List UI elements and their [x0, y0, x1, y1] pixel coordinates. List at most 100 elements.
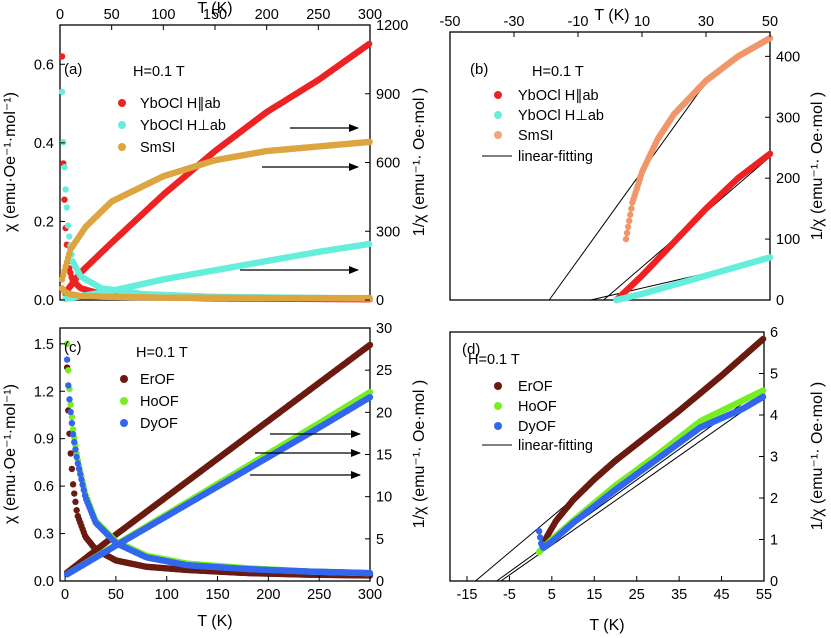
x-tick-label: 200 — [256, 587, 280, 603]
legend-marker — [494, 382, 502, 390]
x-tick-label: 100 — [155, 587, 179, 603]
data-point — [75, 465, 83, 472]
field-label: H=0.1 T — [468, 352, 520, 368]
data-point — [535, 528, 543, 535]
y-tick-label: 20 — [376, 405, 392, 421]
data-point — [759, 335, 767, 343]
data-series — [63, 341, 374, 579]
panel-b: -50 -30 -10 10 30 50 0 100 200 300 400 (b) H=0.1 T… — [440, 7, 826, 309]
data-point — [62, 186, 69, 193]
data-point — [79, 481, 86, 488]
data-point — [72, 498, 79, 506]
data-point — [67, 408, 74, 416]
data-series — [63, 356, 374, 578]
y-tick-label: 0.0 — [34, 574, 54, 590]
y-tick-label: 300 — [776, 110, 800, 126]
legend-marker — [120, 375, 128, 383]
y-tick-label: 0.6 — [34, 57, 54, 73]
data-point — [624, 223, 632, 231]
x-tick-label: 10 — [634, 14, 650, 30]
x-axis-label-bottom: T (K) — [589, 617, 624, 634]
legend-label: linear-fitting — [518, 149, 593, 165]
panel-a: 0 50 100 150 200 250 300 0.0 0.2 0.4 0.6 0 300 600 900… — [2, 0, 428, 309]
plot-frame — [449, 331, 765, 582]
data-series — [613, 254, 774, 304]
y-tick-label: 300 — [376, 224, 400, 240]
series-layer — [63, 340, 374, 579]
x-tick-label: 200 — [255, 7, 279, 23]
x-axis-label-top: T (K) — [594, 7, 629, 24]
legend-label: YbOCl H∥ab — [140, 96, 221, 112]
y-axis-label-right: 1/χ (emu⁻¹· Oe·mol ) — [411, 88, 428, 236]
y-tick-label: 0 — [770, 574, 778, 590]
plot-frame — [449, 31, 771, 301]
x-axis-label-top: T (K) — [197, 0, 232, 17]
data-point — [67, 450, 74, 457]
x-axis-label-bottom: T (K) — [197, 613, 232, 630]
fit-line — [548, 86, 704, 301]
x-tick-label: 150 — [205, 587, 229, 603]
data-point — [626, 217, 633, 225]
legend: ErOF HoOF DyOF linear-fitting — [482, 379, 593, 454]
data-point — [622, 235, 630, 243]
data-point — [64, 222, 72, 229]
y-tick-label: 30 — [376, 321, 392, 337]
data-point — [71, 438, 78, 446]
legend: ErOF HoOF DyOF — [120, 372, 179, 432]
legend-label: linear-fitting — [518, 438, 593, 454]
y-tick-label: 1.2 — [34, 384, 54, 400]
data-point — [74, 460, 82, 467]
legend-label: YbOCl H⊥ab — [140, 118, 226, 134]
data-point — [366, 138, 373, 146]
legend-marker — [120, 419, 128, 427]
x-tick-label: 35 — [671, 587, 687, 603]
data-point — [366, 341, 374, 349]
y-tick-label: 1200 — [376, 18, 408, 34]
legend-label: SmSI — [140, 140, 175, 156]
data-point — [68, 465, 76, 473]
data-point — [67, 401, 74, 408]
x-tick-label: -10 — [568, 14, 589, 30]
data-point — [80, 486, 88, 494]
legend-label: HoOF — [140, 394, 179, 410]
y-tick-label: 900 — [376, 87, 400, 103]
x-tick-label: 15 — [586, 587, 602, 603]
x-tick-label: 300 — [358, 7, 382, 23]
panel-c: 0 50 100 150 200 250 3000.00.30.60.91.21.50510… — [2, 321, 428, 630]
y-tick-label: 0.3 — [34, 527, 54, 543]
y-tick-label: 400 — [776, 49, 800, 65]
legend-label: YbOCl H∥ab — [518, 88, 599, 104]
legend-marker — [120, 397, 128, 405]
data-point — [72, 446, 79, 453]
y-tick-label: 0.6 — [34, 479, 54, 495]
data-point — [61, 163, 68, 171]
data-point — [58, 88, 66, 95]
x-tick-label: 150 — [203, 7, 227, 23]
x-tick-label: 50 — [762, 14, 778, 30]
data-point — [65, 367, 72, 374]
legend: YbOCl H∥ab YbOCl H⊥ab SmSI — [118, 96, 226, 156]
legend-marker — [118, 143, 126, 151]
data-point — [366, 393, 374, 401]
y-tick-label: 100 — [776, 232, 800, 248]
legend-marker — [494, 402, 502, 410]
series-layer — [58, 40, 373, 303]
data-point — [63, 204, 71, 211]
y-tick-label: 0 — [376, 574, 384, 590]
y-axis-label-right: 1/χ (emu⁻¹· Oe·mol ) — [809, 382, 826, 530]
y-tick-label: 5 — [770, 367, 778, 383]
data-point — [366, 240, 373, 248]
data-series — [535, 393, 767, 551]
data-point — [759, 393, 767, 401]
legend-marker — [494, 111, 502, 119]
data-point — [69, 481, 77, 488]
y-axis-label-left: χ (emu·Oe⁻¹·mol⁻¹) — [2, 92, 19, 232]
y-tick-label: 0 — [776, 293, 784, 309]
legend: YbOCl H∥ab YbOCl H⊥ab SmSI linear-fittin… — [482, 88, 604, 165]
data-point — [65, 382, 72, 389]
y-axis-label-left: χ (emu·Oe⁻¹·mol⁻¹) — [2, 384, 19, 524]
legend-label: SmSI — [518, 128, 553, 144]
legend-label: DyOF — [518, 419, 556, 435]
data-point — [71, 490, 78, 497]
x-tick-label: 25 — [629, 587, 645, 603]
